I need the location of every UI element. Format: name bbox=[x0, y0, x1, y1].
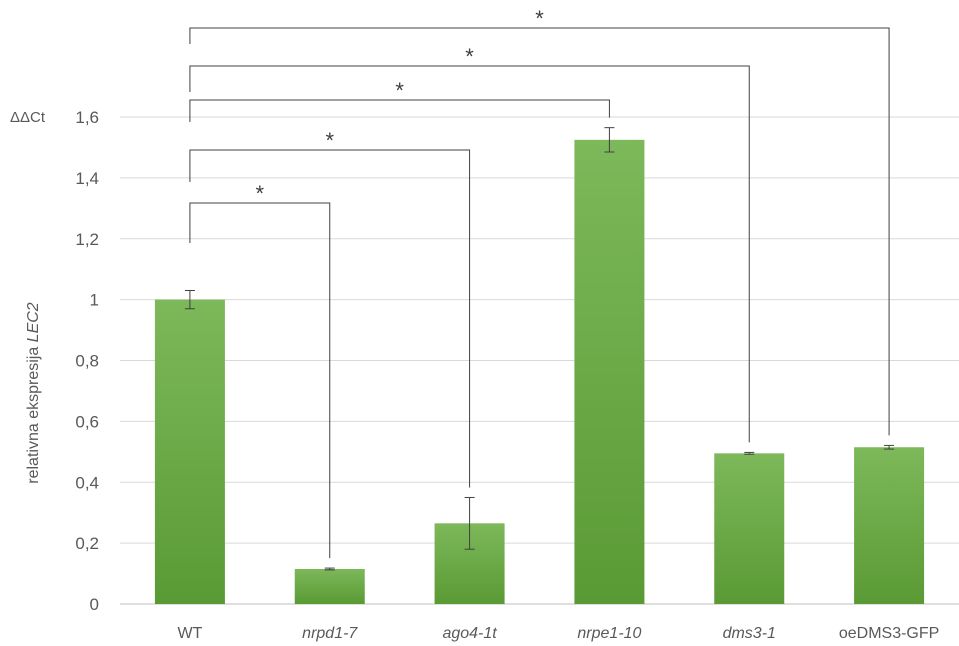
significance-star: * bbox=[535, 6, 544, 31]
bars bbox=[154, 139, 925, 604]
significance-bracket bbox=[189, 99, 610, 122]
y-tick-label: 1,6 bbox=[75, 108, 99, 127]
significance-bracket bbox=[189, 65, 750, 443]
x-tick-label: WT bbox=[177, 625, 202, 642]
x-tick-label: oeDMS3-GFP bbox=[839, 625, 939, 642]
gridlines bbox=[120, 116, 959, 605]
y-tick-label: 0,4 bbox=[75, 473, 99, 492]
significance-star: * bbox=[256, 181, 265, 206]
y-axis-label-gene: LEC2 bbox=[25, 302, 42, 342]
error-bars bbox=[184, 127, 895, 571]
bar bbox=[854, 447, 925, 604]
y-axis-label-text: relativna ekspresija bbox=[25, 342, 42, 483]
bar bbox=[154, 299, 225, 604]
unit-label: ΔΔCt bbox=[10, 109, 46, 126]
x-tick-label: dms3-1 bbox=[723, 625, 776, 642]
significance-star: * bbox=[465, 44, 474, 69]
significance-star: * bbox=[325, 128, 334, 153]
significance-bracket bbox=[189, 149, 471, 488]
y-tick-label: 1,4 bbox=[75, 169, 99, 188]
y-tick-labels: 0 0,2 0,4 0,6 0,8 1 1,2 1,4 1,6 bbox=[75, 108, 99, 614]
x-tick-labels: WT nrpd1-7 ago4-1t nrpe1-10 dms3-1 oeDMS3-GFP bbox=[177, 625, 939, 642]
x-tick-label: nrpd1-7 bbox=[302, 625, 358, 642]
y-tick-label: 0,8 bbox=[75, 352, 99, 371]
y-axis-label: relativna ekspresija LEC2 bbox=[25, 302, 42, 484]
significance-star: * bbox=[395, 78, 404, 103]
y-tick-label: 0,6 bbox=[75, 412, 99, 431]
y-tick-label: 0,2 bbox=[75, 534, 99, 553]
y-tick-label: 0 bbox=[90, 595, 99, 614]
x-tick-label: ago4-1t bbox=[442, 625, 497, 642]
bar bbox=[574, 139, 645, 604]
y-tick-label: 1 bbox=[90, 291, 99, 310]
significance-brackets: * * * * * bbox=[189, 6, 890, 559]
x-tick-label: nrpe1-10 bbox=[577, 625, 641, 642]
significance-bracket bbox=[189, 27, 890, 436]
significance-bracket bbox=[189, 202, 331, 559]
bar bbox=[294, 568, 365, 604]
y-tick-label: 1,2 bbox=[75, 230, 99, 249]
bar bbox=[714, 453, 785, 604]
